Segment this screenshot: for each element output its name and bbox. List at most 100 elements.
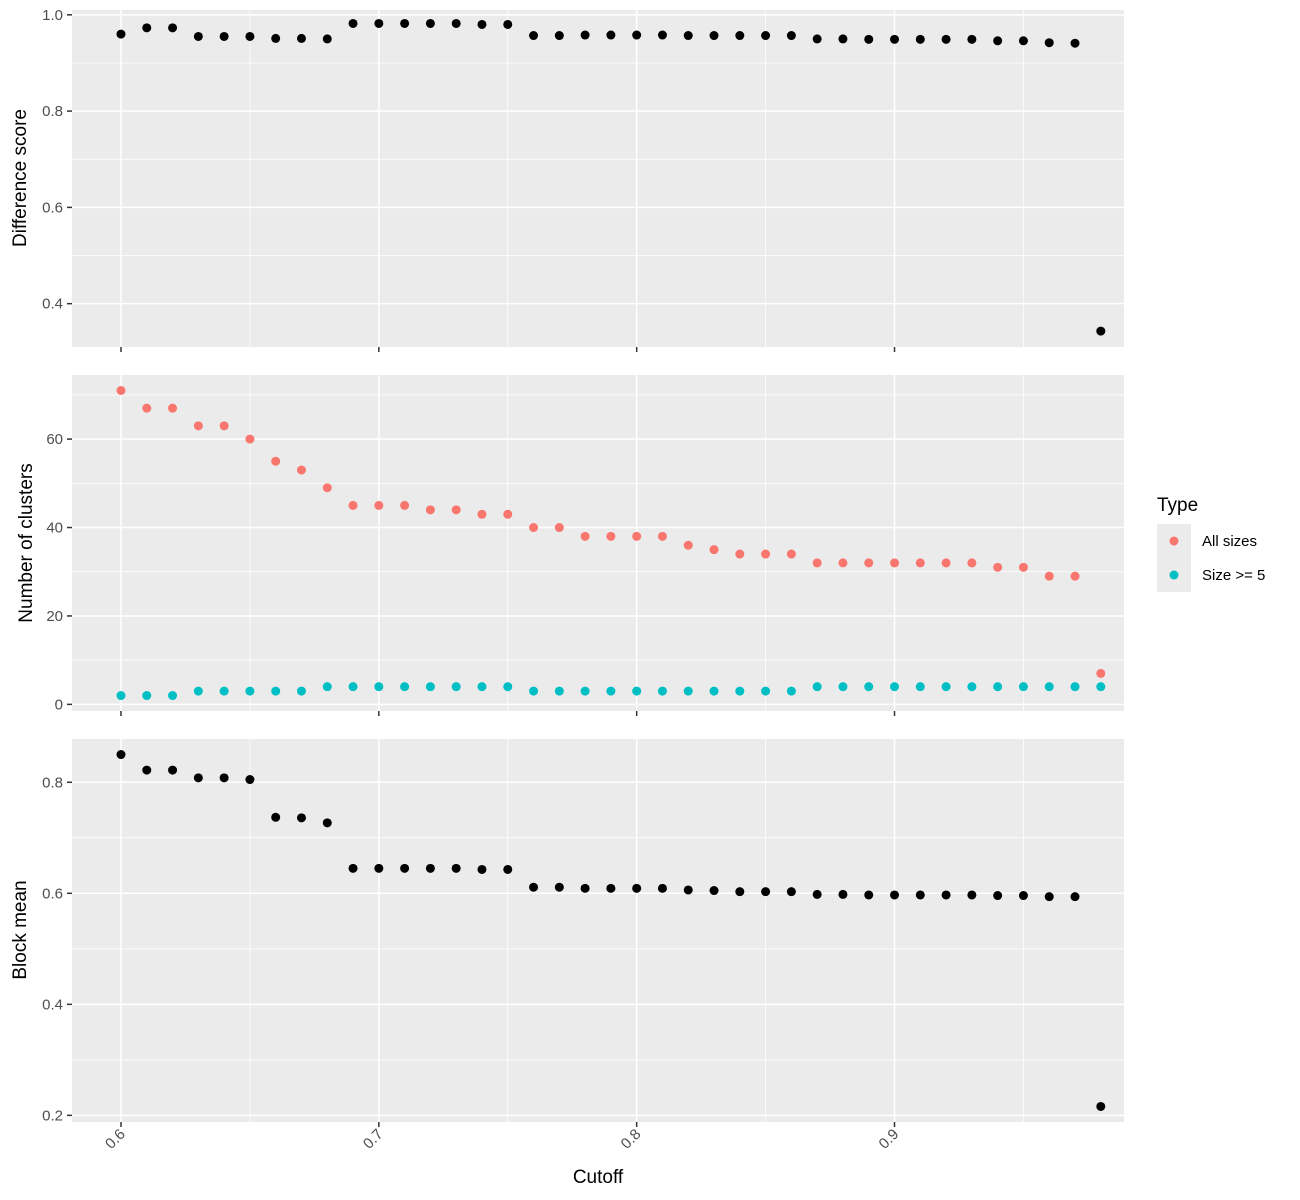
data-point xyxy=(116,385,126,395)
data-point xyxy=(168,23,178,33)
data-point xyxy=(529,882,539,892)
data-point xyxy=(322,483,332,493)
data-point xyxy=(219,686,229,696)
data-point xyxy=(425,505,435,515)
data-point xyxy=(632,30,642,40)
data-point xyxy=(709,31,719,41)
data-point xyxy=(245,434,255,444)
data-point xyxy=(554,523,564,533)
legend-key-point xyxy=(1169,570,1179,580)
data-point xyxy=(761,887,771,897)
data-point xyxy=(915,890,925,900)
data-point xyxy=(245,31,255,41)
data-point xyxy=(451,505,461,515)
y-tick-label: 0.6 xyxy=(42,199,63,216)
data-point xyxy=(271,456,281,466)
data-point xyxy=(993,36,1003,46)
data-point xyxy=(761,549,771,559)
legend: Type All sizes Size >= 5 xyxy=(1157,495,1265,592)
data-point xyxy=(1096,682,1106,692)
data-point xyxy=(296,686,306,696)
data-point xyxy=(193,686,203,696)
data-point xyxy=(993,562,1003,572)
data-point xyxy=(967,682,977,692)
data-point xyxy=(709,886,719,896)
y-tick-label: 0.2 xyxy=(42,1107,63,1124)
data-point xyxy=(709,686,719,696)
data-point xyxy=(374,18,384,28)
data-point xyxy=(348,500,358,510)
data-point xyxy=(915,558,925,568)
data-point xyxy=(322,818,332,828)
data-point xyxy=(116,750,126,760)
panel-background xyxy=(72,10,1124,347)
data-point xyxy=(219,31,229,41)
y-axis-title: Number of clusters xyxy=(16,463,37,622)
data-point xyxy=(296,813,306,823)
data-point xyxy=(348,682,358,692)
data-point xyxy=(116,691,126,701)
y-axis-title: Difference score xyxy=(10,109,31,247)
legend-entry: Size >= 5 xyxy=(1157,558,1265,592)
legend-entry: All sizes xyxy=(1157,524,1257,558)
data-point xyxy=(400,682,410,692)
data-point xyxy=(890,558,900,568)
panel-blockmean: 0.2 0.4 0.6 0.8 Block mean xyxy=(10,739,1124,1127)
data-point xyxy=(838,889,848,899)
series-difference xyxy=(116,18,1106,336)
data-point xyxy=(812,889,822,899)
data-point xyxy=(1070,892,1080,902)
data-point xyxy=(761,686,771,696)
data-point xyxy=(451,863,461,873)
y-tick-label: 0 xyxy=(55,696,63,713)
data-point xyxy=(1096,668,1106,678)
data-point xyxy=(993,682,1003,692)
data-point xyxy=(606,883,616,893)
data-point xyxy=(657,686,667,696)
data-point xyxy=(735,549,745,559)
data-point xyxy=(890,682,900,692)
data-point xyxy=(838,558,848,568)
data-point xyxy=(838,34,848,44)
data-point xyxy=(1070,682,1080,692)
data-point xyxy=(890,890,900,900)
data-point xyxy=(864,682,874,692)
data-point xyxy=(554,686,564,696)
data-point xyxy=(1096,1101,1106,1111)
data-point xyxy=(193,773,203,783)
data-point xyxy=(735,31,745,41)
data-point xyxy=(683,31,693,41)
data-point xyxy=(245,686,255,696)
data-point xyxy=(1018,682,1028,692)
data-point xyxy=(271,812,281,822)
panel-background xyxy=(72,739,1124,1122)
legend-key-point xyxy=(1169,536,1179,546)
data-point xyxy=(271,33,281,43)
data-point xyxy=(683,686,693,696)
data-point xyxy=(1018,562,1028,572)
y-tick-label: 1.0 xyxy=(42,7,63,24)
data-point xyxy=(864,558,874,568)
panel-difference: 0.4 0.6 0.8 1.0 Difference score xyxy=(10,7,1124,352)
data-point xyxy=(296,33,306,43)
x-axis: 0.6 0.7 0.8 0.9 xyxy=(102,1126,902,1153)
data-point xyxy=(529,31,539,41)
data-point xyxy=(967,558,977,568)
data-point xyxy=(786,887,796,897)
data-point xyxy=(967,34,977,44)
data-point xyxy=(374,682,384,692)
data-point xyxy=(168,691,178,701)
data-point xyxy=(425,863,435,873)
data-point xyxy=(322,34,332,44)
data-point xyxy=(477,864,487,874)
y-tick-label: 0.6 xyxy=(42,885,63,902)
data-point xyxy=(1096,326,1106,336)
x-axis-title: Cutoff xyxy=(573,1167,624,1188)
data-point xyxy=(477,682,487,692)
data-point xyxy=(529,686,539,696)
data-point xyxy=(941,890,951,900)
y-tick-label: 40 xyxy=(46,520,63,537)
data-point xyxy=(554,882,564,892)
data-point xyxy=(193,421,203,431)
